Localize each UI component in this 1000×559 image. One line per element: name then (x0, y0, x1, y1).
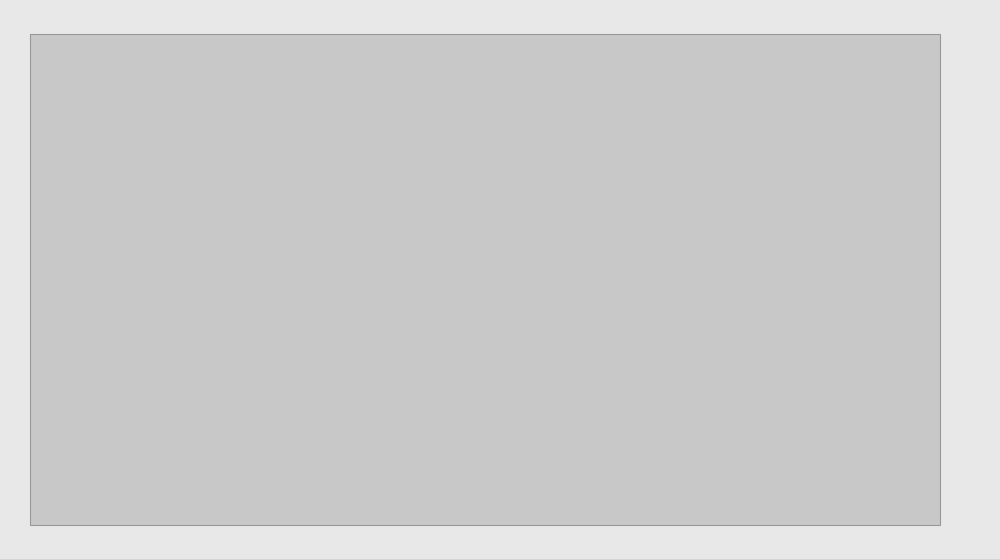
Text: 60: 60 (676, 382, 708, 471)
Text: 80: 80 (346, 47, 372, 148)
Text: 84: 84 (546, 51, 565, 138)
Text: 46: 46 (600, 47, 616, 118)
Text: 54: 54 (741, 47, 759, 118)
Text: 40: 40 (264, 165, 344, 254)
Text: 10: 10 (437, 323, 458, 471)
Text: 10b: 10b (474, 499, 496, 512)
Text: 42b: 42b (117, 470, 162, 512)
Text: 64: 64 (899, 199, 914, 212)
Text: 42: 42 (52, 391, 79, 456)
Text: 54: 54 (899, 253, 914, 266)
Text: 42a: 42a (163, 470, 190, 512)
Text: 42c: 42c (203, 471, 225, 512)
Text: 52: 52 (488, 343, 503, 471)
Text: 68: 68 (899, 145, 914, 158)
Text: 62: 62 (899, 337, 914, 350)
Text: 44: 44 (127, 204, 186, 231)
Text: 52: 52 (899, 278, 914, 291)
Text: 24: 24 (643, 51, 661, 128)
Text: 66: 66 (579, 348, 594, 471)
Text: 100: 100 (82, 47, 141, 105)
Text: 82: 82 (441, 51, 456, 167)
Text: 42d: 42d (242, 470, 267, 512)
Polygon shape (30, 34, 940, 525)
Polygon shape (30, 34, 267, 191)
Text: 40: 40 (688, 47, 706, 123)
Text: 10a: 10a (463, 174, 485, 229)
